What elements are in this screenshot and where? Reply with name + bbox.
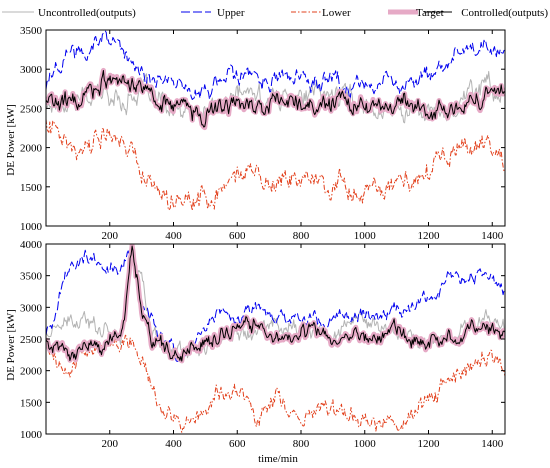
chart-top: 200 400 600 800 1000 1200 1400 1000 1500 2000 2500… — [20, 25, 506, 242]
legend-item-target: Target — [388, 7, 444, 19]
series-line-lower — [46, 119, 505, 212]
x-tick-label: 600 — [229, 438, 246, 450]
legend-item-lower: Lower — [291, 7, 351, 19]
y-tick-label: 3500 — [20, 271, 43, 283]
x-tick-label: 400 — [165, 230, 182, 242]
y-tick-label: 1500 — [20, 397, 43, 409]
x-tick-label: 1000 — [354, 230, 377, 242]
y-tick-label: 3000 — [20, 64, 43, 76]
legend-item-upper: Upper — [181, 7, 245, 19]
x-tick-label: 1200 — [418, 230, 441, 242]
bottom-xlabel: time/min — [258, 453, 298, 465]
legend: Uncontrolled(outputs) Upper Lower Target Con… — [2, 7, 548, 19]
x-tick-label: 400 — [165, 438, 182, 450]
series-line-controlled-outputs — [46, 70, 505, 128]
y-tick-label: 2000 — [20, 366, 43, 378]
legend-label: Lower — [322, 7, 351, 19]
plot-area — [46, 244, 505, 433]
legend-label: Uncontrolled(outputs) — [38, 7, 136, 19]
x-tick-label: 600 — [229, 230, 246, 242]
x-tick-label: 200 — [102, 230, 119, 242]
legend-label: Target — [416, 7, 444, 19]
x-tick-label: 1400 — [481, 230, 504, 242]
x-tick-label: 800 — [293, 438, 310, 450]
chart-bottom: 200 400 600 800 1000 1200 1400 1000 1500 2000 2500… — [20, 239, 506, 450]
y-tick-label: 4000 — [20, 239, 43, 251]
legend-label: Controlled(outputs) — [461, 7, 548, 19]
y-tick-label: 2500 — [20, 334, 43, 346]
series-line-target — [46, 244, 505, 364]
series-line-lower — [46, 334, 505, 433]
x-tick-label: 1200 — [418, 438, 441, 450]
series-line-controlled-outputs — [46, 245, 505, 362]
legend-item-controlled-outputs: Controlled(outputs) — [424, 7, 548, 19]
y-tick-label: 1000 — [20, 221, 43, 233]
legend-item-uncontrolled-outputs: Uncontrolled(outputs) — [2, 7, 136, 19]
bottom-ylabel: DE Power [kW] — [5, 309, 17, 380]
plot-area — [46, 30, 505, 212]
x-tick-label: 1400 — [481, 438, 504, 450]
legend-label: Upper — [217, 7, 245, 19]
y-tick-label: 3500 — [20, 25, 43, 37]
axes-frame — [45, 29, 506, 227]
y-tick-label: 1500 — [20, 182, 43, 194]
x-tick-label: 800 — [293, 230, 310, 242]
series-line-upper — [46, 30, 505, 102]
y-tick-label: 2000 — [20, 143, 43, 155]
top-ylabel: DE Power [kW] — [5, 104, 17, 175]
y-tick-label: 2500 — [20, 103, 43, 115]
y-tick-label: 1000 — [20, 429, 43, 441]
x-tick-label: 1000 — [354, 438, 377, 450]
y-tick-label: 3000 — [20, 302, 43, 314]
x-tick-label: 200 — [102, 438, 119, 450]
